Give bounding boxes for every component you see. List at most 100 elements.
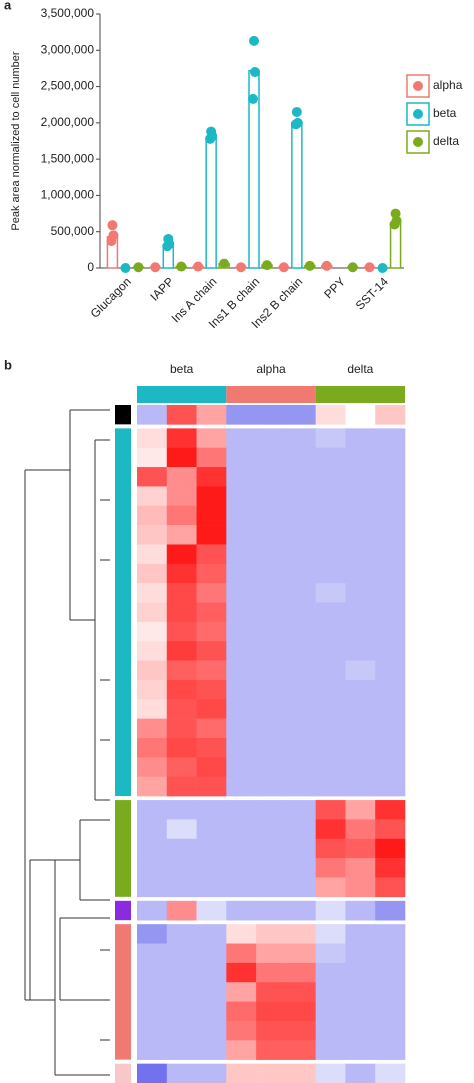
heatmap-cell [285, 583, 316, 603]
bar [389, 222, 402, 269]
heatmap-cell [256, 1063, 287, 1083]
heatmap-cell [137, 563, 168, 584]
heatmap-cell [256, 602, 287, 623]
heatmap-cell [285, 877, 316, 898]
replicate-dot [193, 261, 204, 272]
heatmap-cell [285, 800, 316, 820]
heatmap-cell [166, 405, 197, 425]
heatmap-cell [196, 428, 227, 449]
heatmap-cell [375, 405, 406, 425]
heatmap-cell [315, 428, 346, 449]
heatmap-cell [166, 486, 197, 507]
y-tick-label: 500,000 [51, 224, 95, 238]
heatmap-cell [166, 699, 197, 719]
heatmap-cell [375, 800, 406, 820]
heatmap-cell [137, 525, 168, 545]
heatmap-cell [285, 641, 316, 661]
heatmap-cell [256, 757, 287, 778]
heatmap-cell [285, 486, 316, 507]
legend-dot [413, 81, 423, 91]
heatmap-cell [285, 699, 316, 719]
heatmap-cell [285, 563, 316, 584]
heatmap-cell [315, 525, 346, 545]
heatmap-cell [226, 583, 257, 603]
heatmap-cell [375, 838, 406, 859]
heatmap-cell [375, 505, 406, 526]
heatmap-cell [196, 405, 227, 425]
heatmap-cell [315, 800, 346, 820]
heatmap-cell [315, 962, 346, 983]
heatmap-cell [196, 718, 227, 739]
replicate-dot [250, 67, 260, 78]
heatmap-cell [196, 776, 227, 797]
heatmap-cell [166, 583, 197, 603]
heatmap-cell [345, 660, 376, 681]
heatmap-cell [256, 641, 287, 661]
bar [205, 136, 217, 269]
heatmap-cell [256, 877, 287, 898]
y-axis-label: Peak area normalized to cell number [10, 51, 22, 230]
heatmap-cell [285, 660, 316, 681]
heatmap-cell [166, 1040, 197, 1060]
heatmap-cell [166, 924, 197, 944]
heatmap-cell [196, 525, 227, 545]
heatmap-cell [345, 602, 376, 623]
replicate-dot [120, 263, 131, 273]
heatmap-cell [315, 679, 346, 700]
heatmap-cell [375, 1040, 406, 1060]
replicate-dot [290, 119, 301, 130]
heatmap-cell [166, 738, 197, 758]
heatmap-cell [166, 679, 197, 700]
heatmap-cell [375, 982, 406, 1002]
heatmap-cell [196, 505, 227, 526]
heatmap-cell [196, 563, 227, 584]
replicate-dot [364, 262, 375, 273]
heatmap-cell [226, 544, 257, 565]
heatmap-cell [196, 819, 227, 840]
heatmap-cell [315, 583, 346, 603]
heatmap-cell [285, 544, 316, 565]
heatmap-cell [375, 525, 406, 545]
heatmap-cell [345, 738, 376, 758]
heatmap-cell [315, 738, 346, 758]
heatmap-cell [345, 428, 376, 449]
heatmap-cell [196, 641, 227, 661]
heatmap-cell [375, 486, 406, 507]
heatmap-cell [375, 660, 406, 681]
heatmap-cell [196, 1001, 227, 1022]
heatmap-cell [256, 660, 287, 681]
heatmap-cell [345, 877, 376, 898]
heatmap-cell [315, 1063, 346, 1083]
heatmap-cell [166, 943, 197, 964]
heatmap-cell [285, 924, 316, 944]
heatmap-cell [226, 525, 257, 545]
heatmap-cell [375, 943, 406, 964]
heatmap-cell [166, 602, 197, 623]
heatmap-cell [285, 1020, 316, 1041]
heatmap-cell [196, 447, 227, 468]
heatmap-cell [315, 641, 346, 661]
y-tick-label: 3,000,000 [41, 42, 95, 56]
heatmap-cell [285, 621, 316, 642]
heatmap-cell [375, 962, 406, 983]
heatmap-cell [315, 819, 346, 840]
x-tick-label: IAPP [147, 274, 176, 303]
heatmap-cell [375, 602, 406, 623]
heatmap-cell [137, 428, 168, 449]
heatmap-cell [226, 718, 257, 739]
heatmap-cell [345, 962, 376, 983]
x-tick-label: Glucagon [88, 274, 134, 320]
heatmap-cell [315, 858, 346, 878]
replicate-dot [291, 106, 302, 117]
replicate-dot [176, 261, 187, 272]
heatmap-cell [315, 900, 346, 921]
heatmap-cell [345, 467, 376, 487]
heatmap-cell [166, 505, 197, 526]
heatmap-cell [137, 1001, 168, 1022]
replicate-dot [278, 262, 289, 273]
heatmap-cell [256, 800, 287, 820]
legend-label: beta [433, 106, 457, 120]
heatmap-cell [345, 924, 376, 944]
heatmap-cell [256, 838, 287, 859]
heatmap-cell [166, 982, 197, 1002]
